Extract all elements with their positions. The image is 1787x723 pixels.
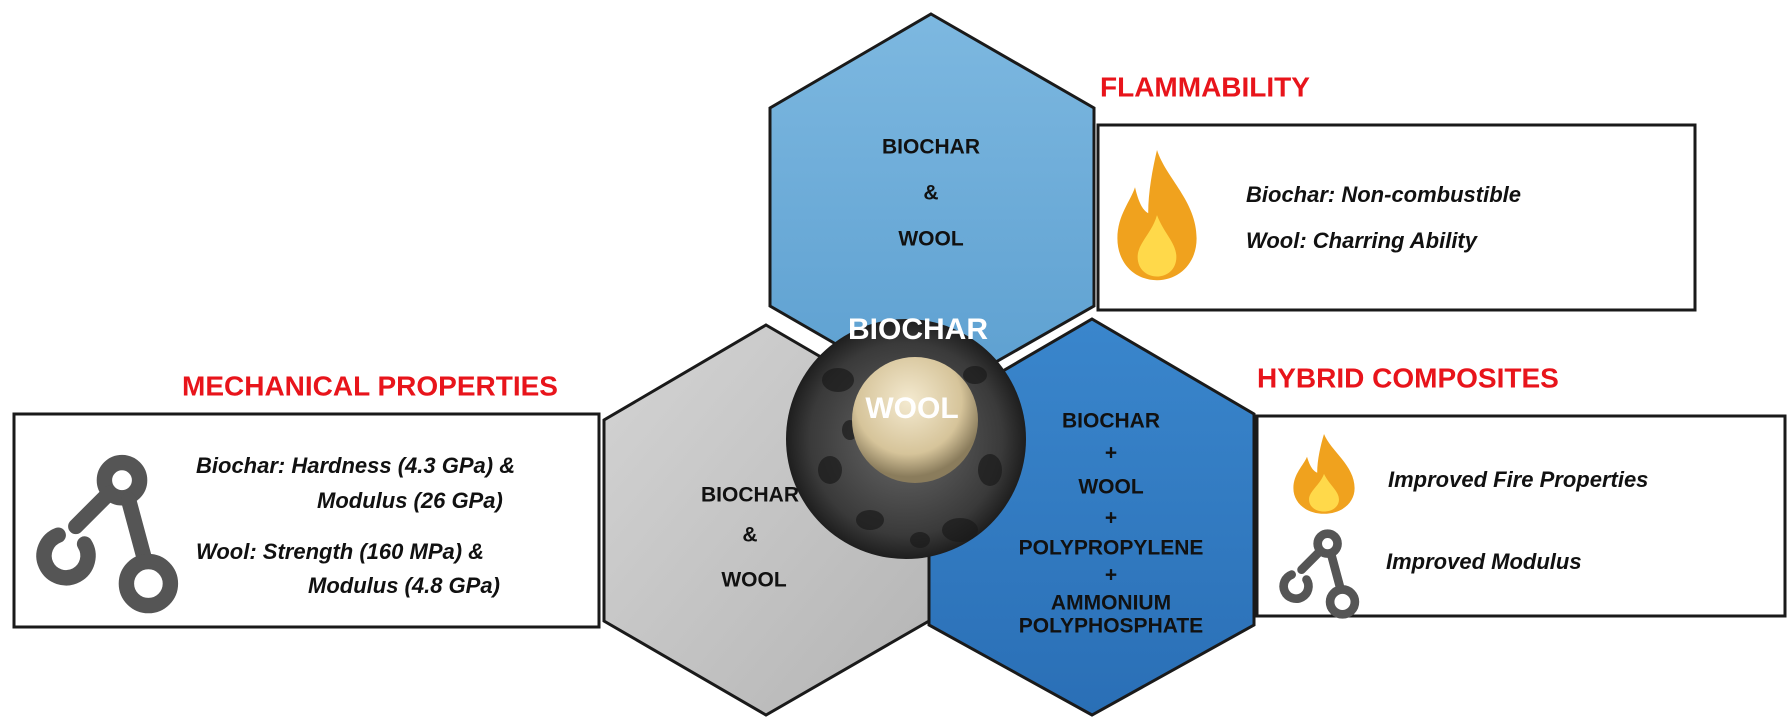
panel-line: Wool: Charring Ability: [1246, 228, 1479, 253]
hex-line: AMMONIUM: [1051, 592, 1171, 615]
hex-line: WOOL: [898, 228, 963, 251]
hex-line: +: [1105, 564, 1117, 587]
hex-line: WOOL: [721, 569, 786, 592]
hex-line: POLYPHOSPHATE: [1019, 615, 1203, 638]
hex-line: BIOCHAR: [882, 136, 980, 159]
panel-title: HYBRID COMPOSITES: [1257, 362, 1559, 393]
panel-line: Modulus (26 GPa): [317, 488, 503, 513]
panel-line: Modulus (4.8 GPa): [308, 573, 500, 598]
center-image: [786, 319, 1026, 559]
panel-line: Biochar: Hardness (4.3 GPa) &: [196, 453, 515, 478]
hex-line: BIOCHAR: [701, 484, 799, 507]
panel-line: Improved Modulus: [1386, 549, 1582, 574]
panel-line: Improved Fire Properties: [1388, 467, 1648, 492]
center-outer-label: BIOCHAR: [848, 313, 988, 346]
panel-title: MECHANICAL PROPERTIES: [182, 370, 558, 401]
panel-title: FLAMMABILITY: [1100, 71, 1310, 102]
hex-line: BIOCHAR: [1062, 410, 1160, 433]
diagram: BIOCHAR WOOL BIOCHAR & WOOL BIOCHAR & WO…: [0, 0, 1787, 718]
panel-line: Biochar: Non-combustible: [1246, 182, 1521, 207]
hex-line: &: [923, 182, 938, 205]
hex-line: POLYPROPYLENE: [1019, 537, 1204, 560]
page: { "center": {"outer_label": "BIOCHAR", "…: [0, 0, 1787, 718]
panel-box: [14, 414, 599, 627]
hex-line: &: [742, 524, 757, 547]
panel-line: Wool: Strength (160 MPa) &: [196, 539, 484, 564]
center-inner-label: WOOL: [865, 392, 958, 425]
hex-line: +: [1105, 442, 1117, 465]
hex-line: +: [1105, 507, 1117, 530]
hex-line: WOOL: [1078, 476, 1143, 499]
